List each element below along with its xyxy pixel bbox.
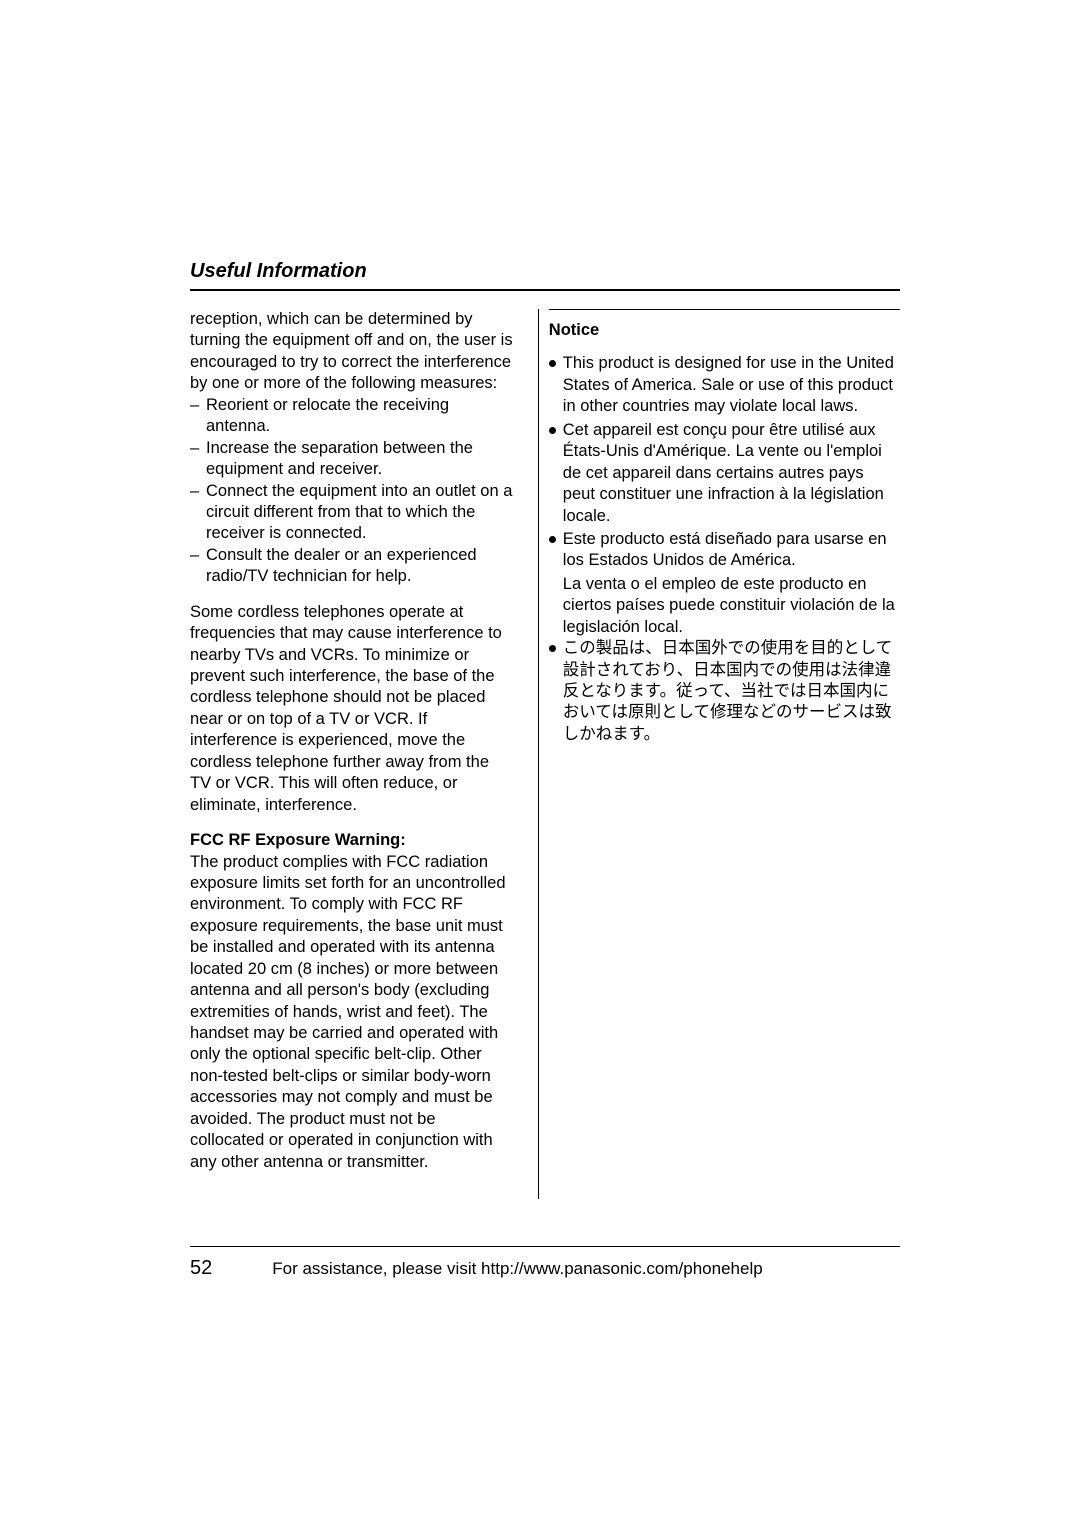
page-footer: 52 For assistance, please visit http://w…: [190, 1246, 900, 1280]
header-rule: [190, 289, 900, 291]
notice-rule: [549, 309, 900, 310]
left-column: reception, which can be determined by tu…: [190, 309, 531, 1173]
footer-text: For assistance, please visit http://www.…: [272, 1259, 762, 1279]
notice-list-jp: この製品は、日本国外での使用を目的として設計されており、日本国内での使用は法律違…: [549, 638, 900, 745]
right-column: Notice This product is designed for use …: [531, 309, 900, 1173]
notice-title: Notice: [549, 320, 900, 341]
list-item: Increase the separation between the equi…: [190, 438, 513, 481]
interference-paragraph: Some cordless telephones operate at freq…: [190, 602, 513, 816]
fcc-body: The product complies with FCC radiation …: [190, 853, 506, 1171]
section-header: Useful Information: [190, 260, 900, 283]
footer-content: 52 For assistance, please visit http://w…: [190, 1257, 900, 1280]
fcc-title: FCC RF Exposure Warning:: [190, 831, 406, 849]
list-item: Reorient or relocate the receiving anten…: [190, 395, 513, 438]
list-item: Connect the equipment into an outlet on …: [190, 481, 513, 545]
fcc-warning: FCC RF Exposure Warning: The product com…: [190, 830, 513, 1173]
list-item: Cet appareil est conçu pour être utilisé…: [549, 420, 900, 527]
list-item: この製品は、日本国外での使用を目的として設計されており、日本国内での使用は法律違…: [549, 638, 900, 745]
list-item: Consult the dealer or an experienced rad…: [190, 545, 513, 588]
footer-rule: [190, 1246, 900, 1247]
intro-paragraph: reception, which can be determined by tu…: [190, 309, 513, 395]
column-divider: [538, 309, 539, 1199]
content-columns: reception, which can be determined by tu…: [190, 309, 900, 1173]
notice-list: This product is designed for use in the …: [549, 353, 900, 571]
list-item: This product is designed for use in the …: [549, 353, 900, 417]
list-item: Este producto está diseñado para usarse …: [549, 529, 900, 572]
page-number: 52: [190, 1257, 212, 1280]
spanish-sub: La venta o el empleo de este producto en…: [549, 574, 900, 638]
measures-list: Reorient or relocate the receiving anten…: [190, 395, 513, 588]
